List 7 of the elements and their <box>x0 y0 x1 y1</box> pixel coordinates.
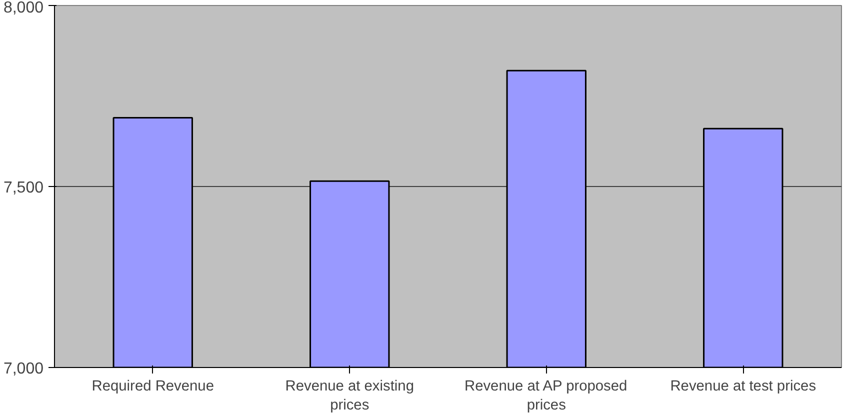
x-tick-label: Revenue at AP proposed prices <box>464 378 628 414</box>
y-tick-label: 8,000 <box>3 0 44 16</box>
x-tick-label: Revenue at test prices <box>670 378 816 394</box>
y-tick-label: 7,500 <box>3 180 44 196</box>
x-tick-label: Revenue at existing prices <box>285 378 414 414</box>
x-tick-label: Required Revenue <box>92 378 214 394</box>
y-tick-label: 7,000 <box>3 360 44 378</box>
